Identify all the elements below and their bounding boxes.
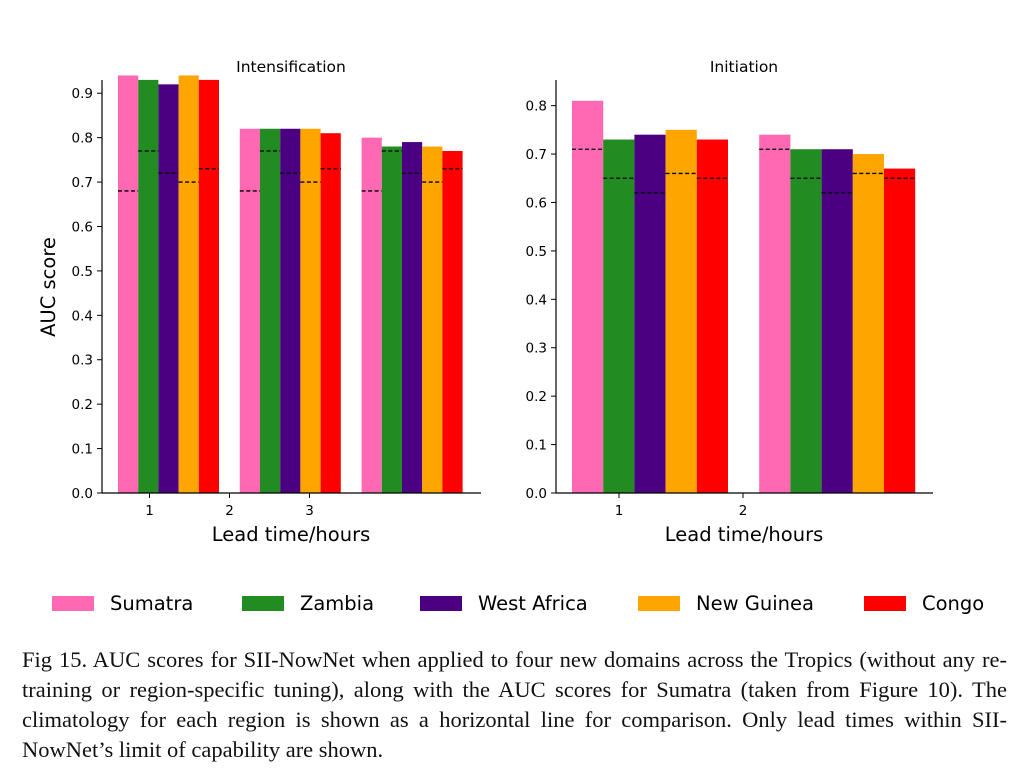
- chart-title: Initiation: [710, 58, 778, 76]
- x-axis-label: Lead time/hours: [665, 523, 824, 546]
- bar-new-guinea-2: [300, 128, 321, 494]
- y-tick-label: 0.8: [72, 131, 93, 147]
- y-tick-label: 0.1: [72, 442, 93, 458]
- bar-sumatra-3: [361, 137, 382, 493]
- x-tick-label: 1: [615, 503, 624, 519]
- y-tick-label: 0.2: [72, 397, 93, 413]
- x-axis-label: Lead time/hours: [212, 523, 371, 546]
- y-tick-label: 0.0: [526, 486, 547, 502]
- y-tick-label: 0.6: [526, 195, 547, 211]
- x-tick-label: 2: [739, 503, 748, 519]
- y-tick-label: 0.4: [72, 308, 93, 324]
- bar-west-africa-2: [280, 128, 301, 494]
- y-tick-label: 0.7: [72, 175, 93, 191]
- bar-west-africa-1: [158, 84, 179, 493]
- y-tick-label: 0.4: [526, 292, 547, 308]
- legend-swatch-west-africa: [420, 596, 462, 611]
- legend-label-sumatra: Sumatra: [110, 592, 193, 615]
- legend-label-west-africa: West Africa: [478, 592, 588, 615]
- y-tick-label: 0.6: [72, 219, 93, 235]
- bar-new-guinea-3: [422, 146, 443, 494]
- bar-sumatra-1: [118, 75, 139, 494]
- bar-sumatra-2: [759, 134, 791, 493]
- bar-congo-1: [198, 79, 219, 494]
- legend-label-zambia: Zambia: [300, 592, 374, 615]
- legend-label-congo: Congo: [922, 592, 984, 615]
- bar-congo-3: [442, 150, 463, 493]
- y-tick-label: 0.9: [72, 86, 93, 102]
- bar-zambia-1: [603, 139, 635, 493]
- y-tick-label: 0.2: [526, 389, 547, 405]
- figure-caption: Fig 15. AUC scores for SII-NowNet when a…: [22, 647, 1007, 762]
- x-tick-label: 2: [225, 503, 234, 519]
- y-tick-label: 0.7: [526, 147, 547, 163]
- legend: Sumatra Zambia West Africa New Guinea Congo: [52, 592, 984, 615]
- y-tick-label: 0.8: [526, 99, 547, 115]
- x-tick-label: 3: [305, 503, 314, 519]
- bar-sumatra-2: [239, 128, 260, 494]
- bar-new-guinea-2: [852, 154, 884, 493]
- y-tick-label: 0.3: [72, 353, 93, 369]
- bar-zambia-1: [138, 79, 159, 494]
- bar-congo-2: [320, 133, 341, 493]
- bar-west-africa-2: [821, 149, 853, 493]
- bar-new-guinea-1: [178, 75, 199, 494]
- bar-congo-2: [884, 168, 916, 493]
- legend-swatch-congo: [864, 596, 906, 611]
- bar-congo-1: [696, 139, 728, 493]
- bar-zambia-3: [381, 146, 402, 494]
- initiation-chart: 0.0 0.1 0.2 0.3 0.4 0.5 0.6 0.7 0.8 1 2 Initiation L…: [526, 58, 933, 546]
- legend-swatch-new-guinea: [638, 596, 680, 611]
- bar-sumatra-1: [572, 100, 604, 493]
- bar-new-guinea-1: [665, 129, 697, 493]
- y-tick-label: 0.3: [526, 341, 547, 357]
- y-axis-label: AUC score: [37, 237, 60, 337]
- x-tick-label: 1: [145, 503, 154, 519]
- legend-label-new-guinea: New Guinea: [696, 592, 814, 615]
- bar-west-africa-3: [402, 142, 423, 493]
- legend-swatch-sumatra: [52, 596, 94, 611]
- y-tick-label: 0.5: [526, 244, 547, 260]
- bar-zambia-2: [260, 128, 281, 494]
- intensification-chart: 0.0 0.1 0.2 0.3 0.4 0.5 0.6 0.7 0.8 0.9 1 2 3 Intensi…: [37, 58, 481, 546]
- y-tick-label: 0.5: [72, 264, 93, 280]
- y-tick-label: 0.1: [526, 438, 547, 454]
- legend-swatch-zambia: [242, 596, 284, 611]
- bar-west-africa-1: [634, 134, 666, 493]
- bar-zambia-2: [790, 149, 822, 493]
- chart-title: Intensification: [236, 58, 346, 76]
- y-tick-label: 0.0: [72, 486, 93, 502]
